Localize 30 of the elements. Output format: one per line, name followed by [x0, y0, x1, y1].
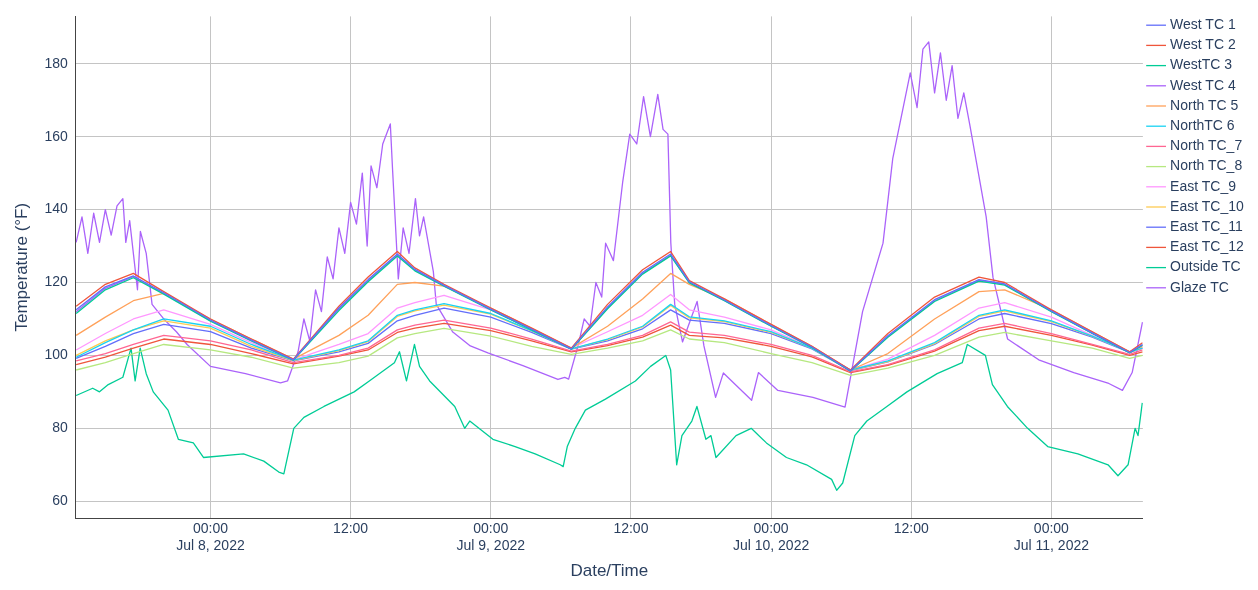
legend-label: East TC_11 — [1170, 218, 1243, 235]
x-tick-label: 00:00 Jul 11, 2022 — [1013, 520, 1090, 554]
legend-label: East TC_10 — [1170, 197, 1244, 214]
y-tick-label: 120 — [44, 273, 68, 290]
legend-label: North TC_8 — [1170, 157, 1243, 174]
x-tick-label: 12:00 — [613, 520, 649, 537]
legend-label: Outside TC — [1170, 258, 1241, 275]
y-tick-label: 140 — [44, 200, 68, 217]
x-tick-label: 00:00 Jul 9, 2022 — [456, 520, 526, 554]
legend-label: West TC 2 — [1170, 36, 1236, 53]
y-tick-label: 80 — [52, 419, 68, 436]
legend-label: North TC 5 — [1170, 96, 1239, 113]
legend-label: West TC 4 — [1170, 76, 1236, 93]
y-tick-label: 100 — [44, 346, 68, 363]
y-tick-label: 160 — [44, 127, 68, 144]
x-tick-label: 12:00 — [333, 520, 369, 537]
legend-label: WestTC 3 — [1170, 56, 1233, 73]
legend-label: NorthTC 6 — [1170, 117, 1235, 134]
x-tick-label: 00:00 Jul 10, 2022 — [732, 520, 810, 554]
legend-label: East TC_9 — [1170, 177, 1237, 194]
x-axis-title: Date/Time — [570, 561, 649, 581]
y-tick-label: 180 — [44, 54, 68, 71]
y-tick-label: 60 — [52, 492, 68, 509]
legend-label: West TC 1 — [1170, 16, 1236, 33]
x-tick-label: 00:00 Jul 8, 2022 — [176, 520, 245, 554]
legend-label: North TC_7 — [1170, 137, 1243, 154]
y-axis-title: Temperature (°F) — [11, 202, 31, 332]
legend-label: East TC_12 — [1170, 238, 1244, 255]
x-tick-label: 12:00 — [893, 520, 929, 537]
legend-label: Glaze TC — [1170, 278, 1229, 295]
